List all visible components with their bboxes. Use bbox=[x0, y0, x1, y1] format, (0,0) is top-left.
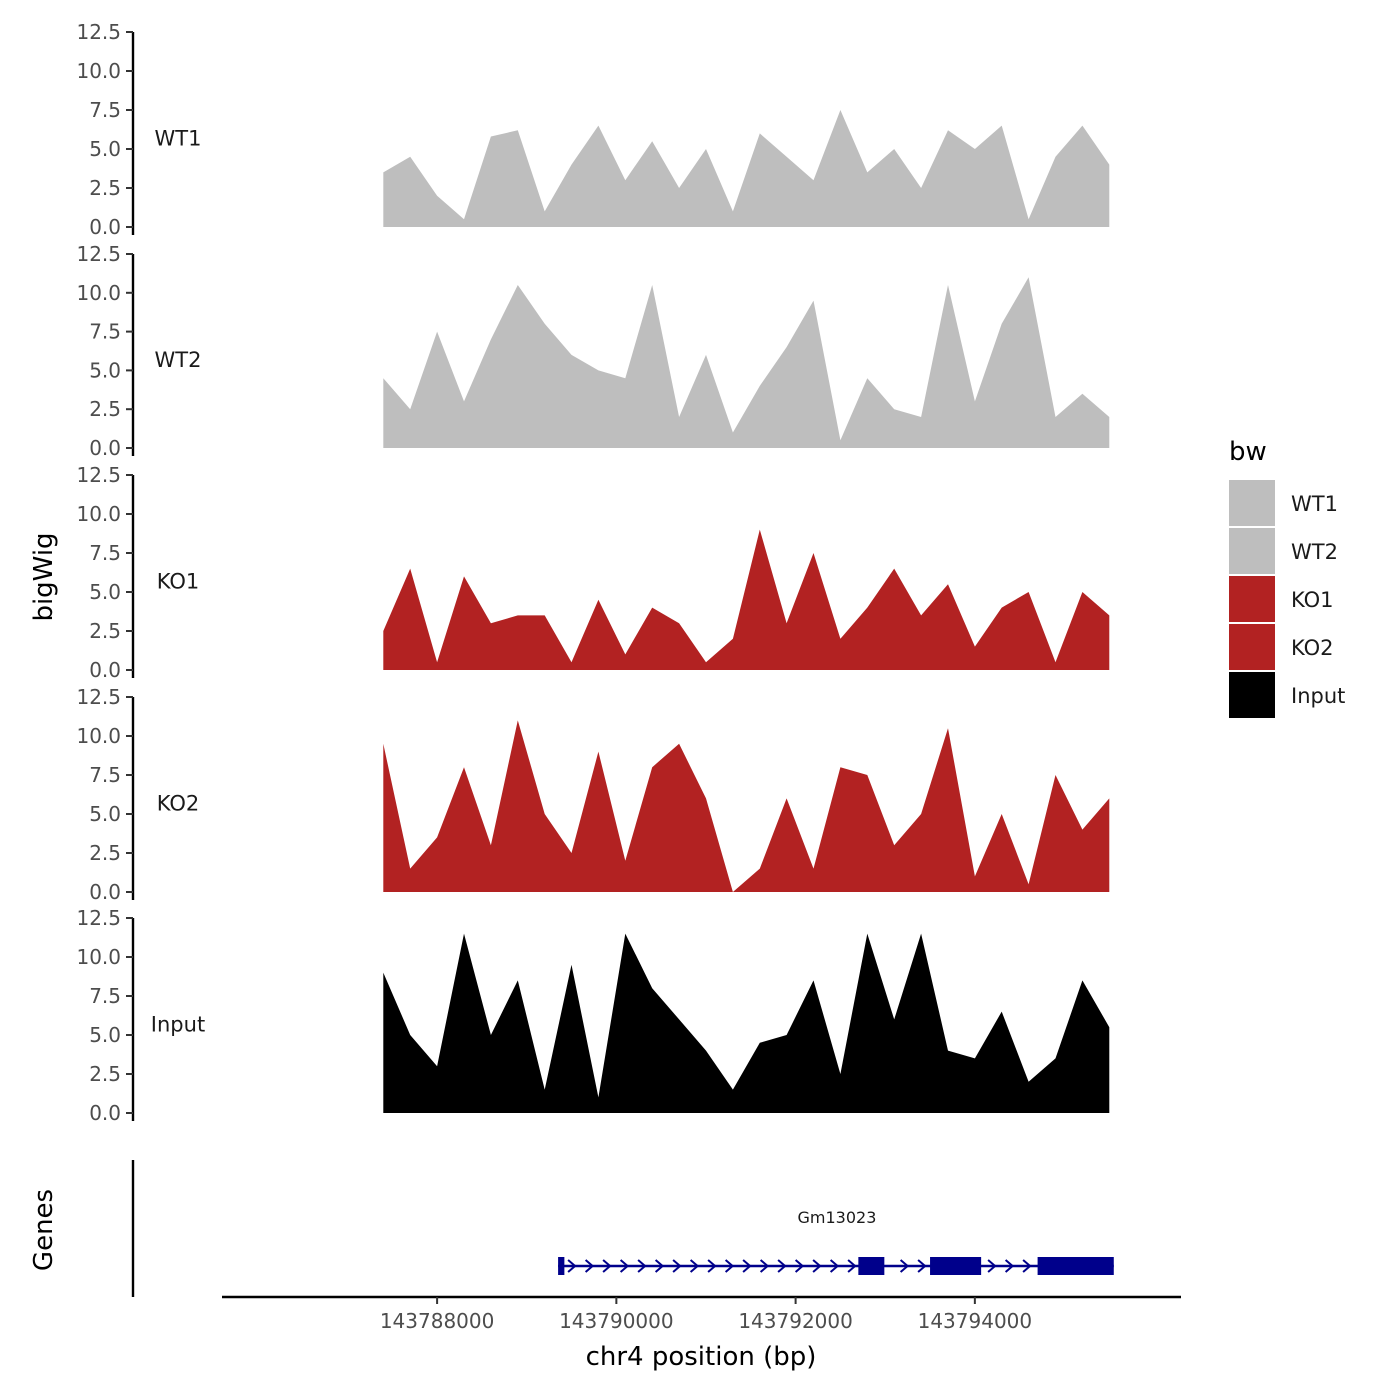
y-tick-label: 10.0 bbox=[76, 945, 121, 969]
strand-arrow bbox=[707, 1259, 717, 1273]
gene-exon bbox=[558, 1257, 565, 1275]
y-tick-label: 10.0 bbox=[76, 724, 121, 748]
legend-swatch-ko2 bbox=[1229, 624, 1275, 670]
track-label: WT1 bbox=[155, 127, 202, 151]
y-tick-label: 2.5 bbox=[89, 397, 121, 421]
track-ko2: 0.0 2.5 5.0 7.5 10.0 12.5 KO2 bbox=[76, 685, 1110, 904]
strand-arrow bbox=[1022, 1259, 1032, 1273]
strand-arrow bbox=[794, 1259, 805, 1273]
y-tick-label: 0.0 bbox=[89, 1101, 121, 1125]
y-tick-label: 7.5 bbox=[89, 541, 121, 565]
y-tick-label: 10.0 bbox=[76, 59, 121, 83]
legend-swatch-wt1 bbox=[1229, 480, 1275, 526]
y-tick-label: 7.5 bbox=[89, 763, 121, 787]
y-tick-label: 0.0 bbox=[89, 215, 121, 239]
strand-arrow bbox=[689, 1259, 700, 1273]
track-label: KO2 bbox=[157, 792, 200, 816]
strand-arrow bbox=[847, 1259, 857, 1273]
strand-arrow bbox=[829, 1259, 840, 1273]
y-tick-label: 12.5 bbox=[76, 685, 121, 709]
gene-exon bbox=[930, 1257, 982, 1275]
x-tick-label: 143788000 bbox=[380, 1309, 495, 1333]
y-tick-label: 2.5 bbox=[89, 176, 121, 200]
y-tick-label: 5.0 bbox=[89, 358, 121, 382]
y-tick-label: 2.5 bbox=[89, 1062, 121, 1086]
strand-arrow bbox=[672, 1259, 682, 1273]
signal-area-input bbox=[383, 933, 1110, 1113]
y-tick-label: 12.5 bbox=[76, 906, 121, 930]
signal-area-wt1 bbox=[383, 110, 1110, 227]
y-tick-label: 5.0 bbox=[89, 802, 121, 826]
y-tick-label: 12.5 bbox=[76, 20, 121, 44]
y-tick-label: 5.0 bbox=[89, 137, 121, 161]
track-label: WT2 bbox=[155, 348, 202, 372]
y-tick-label: 5.0 bbox=[89, 1023, 121, 1047]
x-axis: 143788000 143790000 143792000 143794000 bbox=[222, 1295, 1181, 1333]
x-tick-label: 143790000 bbox=[559, 1309, 674, 1333]
legend-swatch-wt2 bbox=[1229, 528, 1275, 574]
strand-arrow bbox=[724, 1259, 735, 1273]
y-tick-label: 2.5 bbox=[89, 619, 121, 643]
x-tick-label: 143794000 bbox=[918, 1309, 1033, 1333]
x-tick-label: 143792000 bbox=[738, 1309, 853, 1333]
y-tick-label: 7.5 bbox=[89, 320, 121, 344]
legend-label-input: Input bbox=[1291, 684, 1345, 708]
strand-arrow bbox=[584, 1259, 595, 1273]
legend-swatch-input bbox=[1229, 672, 1275, 718]
gene-track: Gm13023 bbox=[131, 1160, 1114, 1297]
y-axis-title: bigWig bbox=[29, 532, 59, 621]
legend-label-ko1: KO1 bbox=[1291, 588, 1334, 612]
strand-arrow bbox=[654, 1259, 665, 1273]
strand-arrow bbox=[602, 1259, 612, 1273]
strand-arrow bbox=[619, 1259, 630, 1273]
genes-axis-title: Genes bbox=[29, 1189, 59, 1271]
signal-area-ko1 bbox=[383, 529, 1110, 670]
strand-arrow bbox=[899, 1259, 910, 1273]
y-tick-label: 0.0 bbox=[89, 880, 121, 904]
y-tick-label: 10.0 bbox=[76, 502, 121, 526]
track-ko1: 0.0 2.5 5.0 7.5 10.0 12.5 KO1 bbox=[76, 463, 1110, 682]
strand-arrow bbox=[742, 1259, 752, 1273]
track-label: KO1 bbox=[157, 570, 200, 594]
legend-label-ko2: KO2 bbox=[1291, 636, 1334, 660]
gene-name-label: Gm13023 bbox=[797, 1208, 876, 1227]
y-tick-label: 10.0 bbox=[76, 281, 121, 305]
legend-swatch-ko1 bbox=[1229, 576, 1275, 622]
y-tick-label: 2.5 bbox=[89, 841, 121, 865]
y-tick-label: 5.0 bbox=[89, 580, 121, 604]
track-label: Input bbox=[151, 1013, 205, 1037]
y-tick-label: 0.0 bbox=[89, 436, 121, 460]
strand-arrow bbox=[759, 1259, 770, 1273]
y-tick-label: 7.5 bbox=[89, 984, 121, 1008]
track-wt1: 0.0 2.5 5.0 7.5 10.0 12.5 WT1 bbox=[76, 20, 1110, 239]
track-wt2: 0.0 2.5 5.0 7.5 10.0 12.5 WT2 bbox=[76, 242, 1110, 460]
legend-label-wt1: WT1 bbox=[1291, 492, 1338, 516]
track-input: 0.0 2.5 5.0 7.5 10.0 12.5 Input bbox=[76, 906, 1110, 1125]
y-tick-label: 7.5 bbox=[89, 98, 121, 122]
strand-arrow bbox=[637, 1259, 647, 1273]
strand-arrow bbox=[917, 1259, 927, 1273]
y-tick-label: 12.5 bbox=[76, 463, 121, 487]
legend-title: bw bbox=[1229, 437, 1267, 467]
x-axis-title: chr4 position (bp) bbox=[586, 1342, 817, 1372]
signal-area-wt2 bbox=[383, 277, 1110, 448]
strand-arrow bbox=[987, 1259, 997, 1273]
y-tick-label: 12.5 bbox=[76, 242, 121, 266]
gene-exon bbox=[1037, 1257, 1114, 1275]
strand-arrow bbox=[567, 1259, 577, 1273]
signal-area-ko2 bbox=[383, 720, 1110, 892]
strand-arrow bbox=[812, 1259, 822, 1273]
legend: bw WT1 WT2 KO1 KO2 Input bbox=[1229, 437, 1345, 718]
strand-arrow bbox=[1004, 1259, 1015, 1273]
strand-arrow bbox=[777, 1259, 787, 1273]
legend-label-wt2: WT2 bbox=[1291, 540, 1338, 564]
y-tick-label: 0.0 bbox=[89, 658, 121, 682]
gene-exon bbox=[858, 1257, 885, 1275]
bigwig-tracks: 0.0 2.5 5.0 7.5 10.0 12.5 WT1 0.0 2.5 5.0 7.5 10.0 1… bbox=[76, 20, 1110, 1125]
